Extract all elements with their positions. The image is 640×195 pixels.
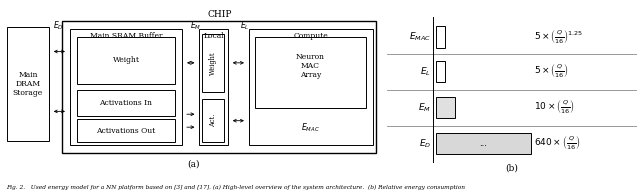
Text: $10\times \left(\frac{Q}{16}\right)$: $10\times \left(\frac{Q}{16}\right)$ xyxy=(534,99,575,116)
Text: Main
DRAM
Storage: Main DRAM Storage xyxy=(13,71,43,97)
Text: $640\times \left(\frac{Q}{16}\right)$: $640\times \left(\frac{Q}{16}\right)$ xyxy=(534,135,581,152)
Bar xyxy=(202,34,225,92)
Text: $5\times \left(\frac{Q}{16}\right)^{1.25}$: $5\times \left(\frac{Q}{16}\right)^{1.25… xyxy=(534,28,584,46)
Bar xyxy=(77,37,175,84)
Text: $E_{MAC}$: $E_{MAC}$ xyxy=(301,121,319,134)
Text: $E_L$: $E_L$ xyxy=(420,65,431,78)
Bar xyxy=(436,133,531,154)
Text: $E_D$: $E_D$ xyxy=(53,19,64,32)
Text: Compute: Compute xyxy=(293,32,328,40)
Text: Fig. 2.   Used energy model for a NN platform based on [3] and [17]. (a) High-le: Fig. 2. Used energy model for a NN platf… xyxy=(6,184,465,190)
Bar xyxy=(436,27,445,48)
Text: Activations Out: Activations Out xyxy=(97,127,156,135)
Text: CHIP: CHIP xyxy=(207,10,232,19)
Text: $E_D$: $E_D$ xyxy=(419,137,431,150)
Text: $E_L$: $E_L$ xyxy=(240,19,250,32)
Bar xyxy=(249,29,372,145)
Text: Activations In: Activations In xyxy=(99,99,152,107)
Bar xyxy=(77,90,175,116)
Text: Weight: Weight xyxy=(113,56,140,64)
Text: (a): (a) xyxy=(188,159,200,168)
Bar xyxy=(77,120,175,142)
Bar xyxy=(70,29,182,145)
Text: $5\times \left(\frac{Q}{16}\right)$: $5\times \left(\frac{Q}{16}\right)$ xyxy=(534,63,570,80)
Text: Main SRAM Buffer: Main SRAM Buffer xyxy=(90,32,163,40)
Bar xyxy=(255,37,366,108)
Bar xyxy=(7,27,49,141)
Text: Weight: Weight xyxy=(209,51,218,75)
Bar xyxy=(202,99,225,142)
Text: Local: Local xyxy=(204,32,224,40)
Text: Neuron
MAC
Array: Neuron MAC Array xyxy=(296,53,325,79)
Text: $E_M$: $E_M$ xyxy=(418,101,431,114)
Text: $E_{MAC}$: $E_{MAC}$ xyxy=(409,31,431,43)
Text: $E_M$: $E_M$ xyxy=(190,19,201,32)
Text: ...: ... xyxy=(479,140,487,148)
Bar xyxy=(436,97,455,118)
Bar xyxy=(436,61,445,82)
Text: Act.: Act. xyxy=(209,114,218,127)
Bar xyxy=(62,21,376,153)
Text: (b): (b) xyxy=(506,163,518,172)
Bar xyxy=(199,29,228,145)
